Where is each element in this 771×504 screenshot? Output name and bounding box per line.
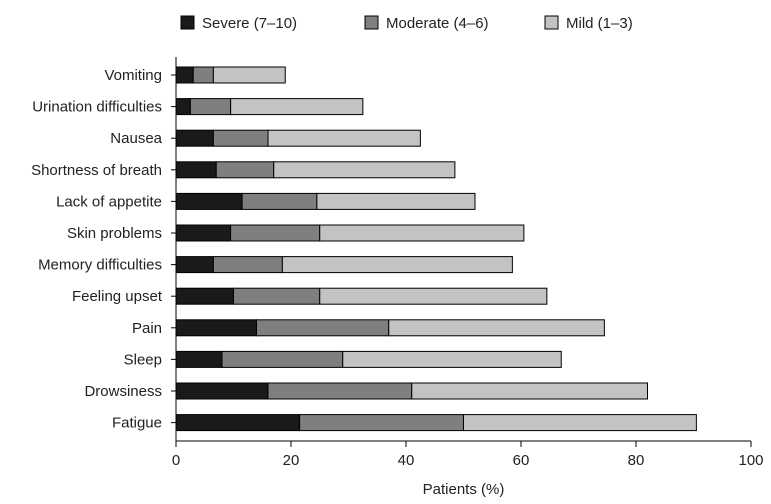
bar-segment	[212, 66, 286, 84]
category-label: Vomiting	[104, 67, 162, 84]
bars	[175, 66, 697, 432]
category-label: Drowsiness	[84, 383, 162, 400]
bar-segment	[212, 129, 269, 147]
category-label: Pain	[132, 320, 162, 337]
legend-swatch-severe	[180, 15, 195, 30]
category-label: Lack of appetite	[56, 193, 162, 210]
bar-segment	[411, 382, 648, 400]
category-label: Feeling upset	[72, 288, 163, 305]
bar-segment	[189, 98, 232, 116]
x-tick-label: 20	[283, 452, 300, 469]
x-axis: 0 20 40 60 80 100	[172, 440, 764, 469]
bar-segment	[230, 224, 321, 242]
bar-segment	[299, 414, 464, 432]
legend-swatch-mild	[544, 15, 559, 30]
bar-segment	[463, 414, 697, 432]
x-tick-label: 80	[628, 452, 645, 469]
category-label: Memory difficulties	[38, 257, 162, 274]
legend-swatch-moderate	[364, 15, 379, 30]
bar-segment	[192, 66, 214, 84]
bar-segment	[319, 287, 548, 305]
legend-label-mild: Mild (1–3)	[566, 15, 633, 32]
bar-segment	[175, 256, 214, 274]
x-tick-label: 100	[738, 452, 763, 469]
x-tick-label: 60	[513, 452, 530, 469]
x-tick-label: 40	[398, 452, 415, 469]
legend: Severe (7–10) Moderate (4–6) Mild (1–3)	[180, 15, 633, 32]
bar-segment	[388, 319, 605, 337]
bar-segment	[175, 350, 223, 368]
legend-label-severe: Severe (7–10)	[202, 15, 297, 32]
category-label: Sleep	[124, 351, 162, 368]
legend-label-moderate: Moderate (4–6)	[386, 15, 489, 32]
category-labels: Vomiting Urination difficulties Nausea Shor…	[31, 57, 177, 441]
bar-segment	[175, 129, 214, 147]
bar-segment	[316, 192, 476, 210]
bar-segment	[233, 287, 321, 305]
bar-segment	[175, 319, 257, 337]
bar-segment	[212, 256, 283, 274]
bar-segment	[175, 382, 269, 400]
bar-segment	[319, 224, 525, 242]
bar-segment	[342, 350, 562, 368]
bar-segment	[175, 161, 217, 179]
bar-segment	[175, 224, 232, 242]
bar-segment	[267, 382, 413, 400]
bar-segment	[175, 66, 194, 84]
bar-segment	[221, 350, 344, 368]
category-label: Nausea	[110, 130, 162, 147]
bar-segment	[281, 256, 513, 274]
category-label: Fatigue	[112, 415, 162, 432]
bar-segment	[215, 161, 275, 179]
bar-segment	[267, 129, 421, 147]
category-label: Shortness of breath	[31, 162, 162, 179]
bar-segment	[175, 414, 301, 432]
x-tick-label: 0	[172, 452, 180, 469]
bar-segment	[175, 192, 243, 210]
bar-segment	[230, 98, 364, 116]
category-label: Urination difficulties	[32, 99, 162, 116]
bar-segment	[273, 161, 456, 179]
bar-segment	[256, 319, 390, 337]
bar-segment	[175, 98, 191, 116]
x-axis-title: Patients (%)	[423, 481, 505, 498]
category-label: Skin problems	[67, 225, 162, 242]
bar-segment	[241, 192, 318, 210]
bar-segment	[175, 287, 234, 305]
